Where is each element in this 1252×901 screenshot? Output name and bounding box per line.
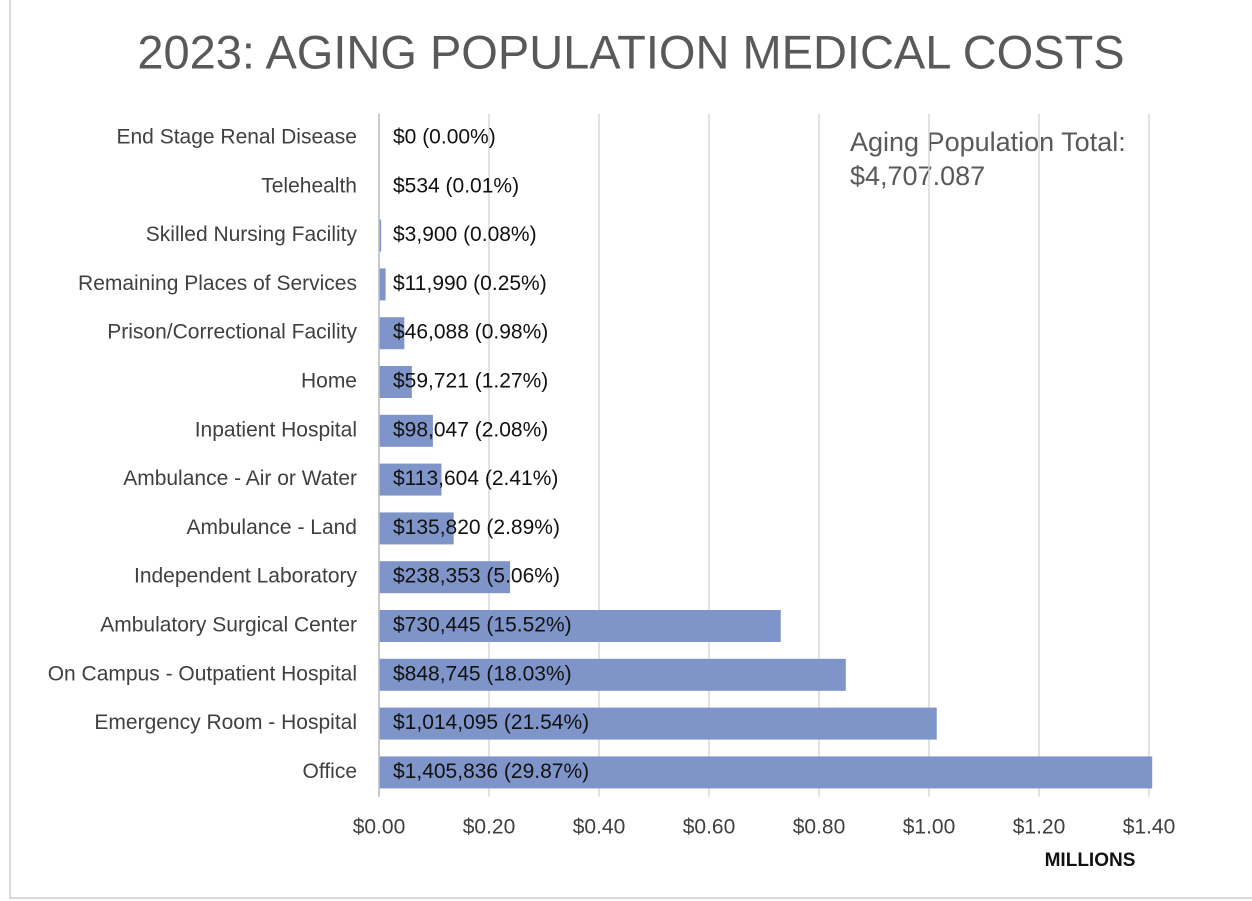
data-label: $238,353 (5.06%) <box>393 565 560 588</box>
x-axis-label: MILLIONS <box>1045 850 1136 871</box>
x-tick-label: $1.40 <box>1123 816 1176 839</box>
y-tick-label: Home <box>301 370 357 393</box>
annotation: $4,707.087 <box>850 161 985 191</box>
y-tick-label: Remaining Places of Services <box>78 272 357 295</box>
x-tick-label: $0.20 <box>463 816 516 839</box>
y-tick-label: On Campus - Outpatient Hospital <box>48 662 357 685</box>
y-tick-label: Prison/Correctional Facility <box>107 321 357 344</box>
bar <box>379 512 454 545</box>
data-label: $11,990 (0.25%) <box>393 272 547 295</box>
data-label: $113,604 (2.41%) <box>393 467 558 490</box>
x-tick-label: $1.00 <box>903 816 956 839</box>
data-label: $730,445 (15.52%) <box>393 614 572 637</box>
x-tick-label: $1.20 <box>1013 816 1066 839</box>
x-tick-label: $0.80 <box>793 816 846 839</box>
x-tick-label: $0.40 <box>573 816 626 839</box>
data-label: $98,047 (2.08%) <box>393 418 548 441</box>
bar <box>379 366 412 398</box>
annotation: Aging Population Total: <box>850 127 1126 157</box>
y-tick-label: Emergency Room - Hospital <box>94 711 357 734</box>
bar <box>379 756 1153 789</box>
data-label: $1,014,095 (21.54%) <box>393 711 589 734</box>
y-tick-label: Skilled Nursing Facility <box>146 223 358 246</box>
y-tick-label: Telehealth <box>261 174 357 197</box>
data-label: $534 (0.01%) <box>393 174 519 197</box>
data-label: $1,405,836 (29.87%) <box>393 760 589 783</box>
bar <box>379 463 442 496</box>
data-label: $46,088 (0.98%) <box>393 321 548 344</box>
bar <box>379 561 511 594</box>
data-label: $3,900 (0.08%) <box>393 223 537 246</box>
y-tick-label: Office <box>303 760 357 783</box>
chart-frame <box>9 0 1252 899</box>
y-tick-label: Ambulance - Air or Water <box>123 467 357 490</box>
bar <box>379 658 846 691</box>
y-tick-label: Ambulance - Land <box>187 516 357 539</box>
chart-title: 2023: AGING POPULATION MEDICAL COSTS <box>137 25 1124 78</box>
y-tick-label: Ambulatory Surgical Center <box>100 614 357 637</box>
data-label: $59,721 (1.27%) <box>393 370 548 393</box>
bar <box>379 414 433 447</box>
bar <box>379 707 937 740</box>
x-tick-label: $0.60 <box>683 816 736 839</box>
bar <box>379 219 382 252</box>
bar <box>379 268 386 301</box>
y-tick-label: Independent Laboratory <box>134 565 358 588</box>
bar <box>379 317 405 350</box>
y-tick-label: End Stage Renal Disease <box>117 126 358 149</box>
y-tick-label: Inpatient Hospital <box>195 418 357 441</box>
data-label: $135,820 (2.89%) <box>393 516 560 539</box>
data-label: $848,745 (18.03%) <box>393 662 572 685</box>
data-label: $0 (0.00%) <box>393 126 496 149</box>
x-tick-label: $0.00 <box>353 816 406 839</box>
bar <box>379 610 781 642</box>
